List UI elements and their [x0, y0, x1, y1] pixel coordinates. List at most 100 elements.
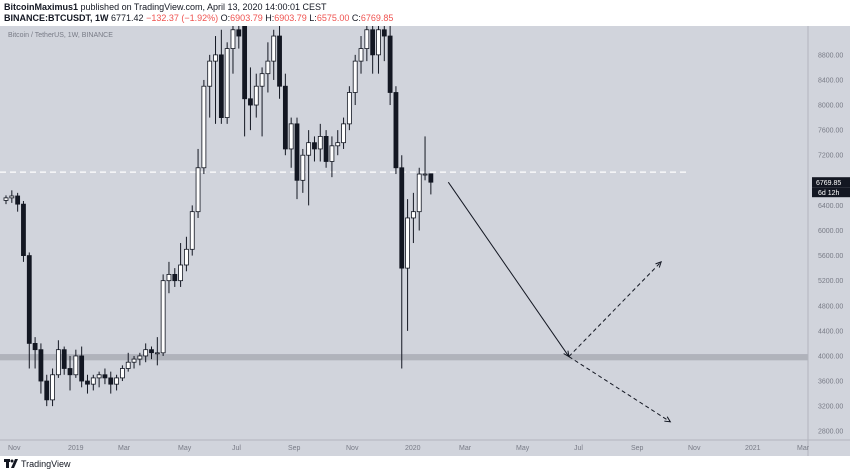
candle — [120, 365, 125, 382]
projection-down-arrow — [447, 181, 570, 357]
candle — [207, 54, 213, 118]
candle — [172, 268, 178, 287]
candle — [102, 368, 108, 385]
candlestick-chart[interactable]: Bitcoin / TetherUS, 1W, BINANCE 2800.00 3… — [0, 26, 850, 456]
price-tick-label: 2800.00 — [818, 429, 843, 436]
candle-body — [399, 167, 405, 269]
candle — [381, 26, 387, 62]
candle — [178, 243, 184, 287]
candle-body — [154, 352, 160, 355]
candle — [201, 79, 207, 175]
candle — [393, 86, 399, 175]
time-tick-label: Nov — [688, 445, 701, 452]
candle — [253, 73, 259, 118]
candle-body — [67, 368, 73, 376]
candle-body — [271, 35, 277, 62]
candle-body — [184, 248, 189, 266]
candle — [96, 371, 102, 388]
candle-body — [15, 195, 21, 205]
price-tick-label: 5200.00 — [818, 278, 843, 285]
price-tick-label: 6400.00 — [818, 203, 843, 210]
candle — [166, 261, 172, 294]
candle — [108, 371, 114, 394]
candle — [282, 73, 288, 156]
candle — [416, 167, 422, 231]
candle-body — [90, 377, 96, 385]
candle-body — [242, 26, 248, 100]
candle — [125, 352, 131, 372]
candle — [131, 355, 137, 369]
candle — [67, 355, 73, 391]
chart-header: BitcoinMaximus1 published on TradingView… — [0, 0, 850, 26]
price-tick-label: 4800.00 — [818, 303, 843, 310]
candle-body — [207, 60, 213, 87]
candle — [189, 205, 195, 256]
candle-body — [38, 349, 44, 382]
candle — [149, 346, 154, 360]
candle — [73, 349, 79, 378]
candle-body — [172, 273, 178, 282]
low-label: L: — [309, 13, 317, 23]
candle-body — [428, 173, 434, 183]
price-tick-label: 4400.00 — [818, 328, 843, 335]
symbol-label: BINANCE:BTCUSDT, 1W — [4, 13, 109, 23]
candle-body — [352, 60, 358, 93]
candle — [399, 155, 405, 369]
candle-body — [224, 48, 230, 118]
last-price: 6771.42 — [111, 13, 144, 23]
candle — [160, 274, 166, 356]
candle-body — [335, 142, 341, 147]
plot-background — [0, 26, 850, 456]
projection-dashed-up-arrow-arrowhead — [655, 261, 662, 268]
candle-body — [178, 264, 184, 282]
chart-watermark: Bitcoin / TetherUS, 1W, BINANCE — [8, 32, 113, 39]
time-tick-label: May — [178, 445, 192, 452]
candle — [79, 346, 85, 388]
tradingview-logo[interactable]: TradingView — [4, 459, 71, 469]
author-name[interactable]: BitcoinMaximus1 — [4, 2, 79, 12]
candle — [26, 252, 32, 369]
candle-body — [26, 255, 32, 344]
candle — [195, 148, 201, 218]
candle — [422, 136, 428, 181]
candle — [294, 117, 300, 200]
candle-body — [61, 349, 67, 369]
candle — [9, 190, 15, 203]
candle-body — [50, 374, 55, 401]
candle — [154, 337, 160, 366]
candle — [312, 136, 317, 162]
publish-info: published on TradingView.com, April 13, … — [80, 2, 327, 12]
candle-body — [102, 374, 108, 379]
candle — [224, 42, 230, 124]
candle — [352, 54, 358, 106]
projection-dashed-down-arrow-arrowhead — [664, 416, 672, 423]
candle-body — [55, 349, 61, 376]
close-value: 6769.85 — [360, 13, 394, 23]
support-zone — [0, 354, 808, 361]
candle — [230, 26, 236, 74]
candle-body — [405, 217, 410, 269]
candle-body — [393, 92, 399, 169]
candle-body — [73, 355, 79, 376]
candle — [137, 352, 143, 366]
candle — [55, 340, 61, 378]
candle-body — [32, 342, 38, 351]
candle — [288, 117, 294, 168]
candle — [405, 199, 410, 331]
ohlc-line: BINANCE:BTCUSDT, 1W 6771.42 −132.37 (−1.… — [4, 13, 393, 23]
candle-body — [9, 195, 15, 199]
chart-footer: TradingView — [0, 456, 850, 474]
candle — [236, 26, 242, 49]
time-tick-label: Nov — [346, 445, 359, 452]
candle-body — [288, 123, 294, 150]
price-tick-label: 8800.00 — [818, 52, 843, 59]
candle — [21, 201, 26, 262]
tradingview-icon — [4, 459, 18, 468]
countdown-label: 6d 12h — [818, 190, 840, 197]
candle-body — [195, 167, 201, 213]
candle-body — [131, 358, 137, 363]
candle — [218, 29, 224, 124]
candle — [85, 374, 90, 394]
candle — [335, 130, 341, 156]
price-tick-label: 8000.00 — [818, 103, 843, 110]
